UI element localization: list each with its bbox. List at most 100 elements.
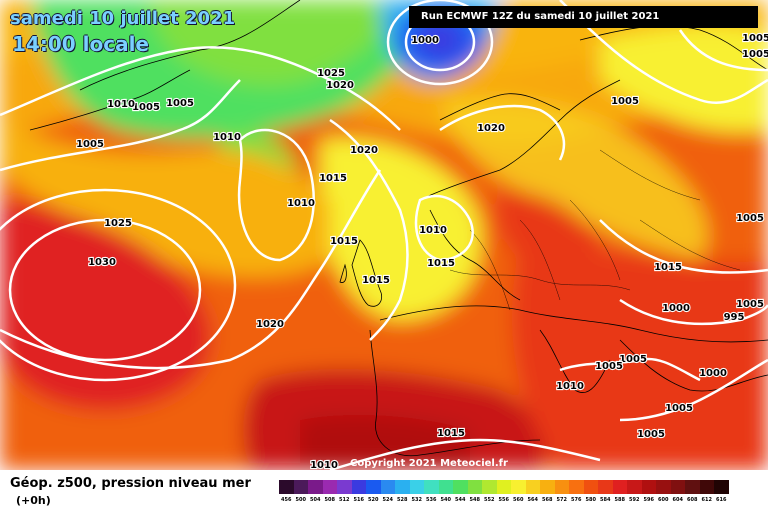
scale-label: 556 (498, 497, 509, 503)
scale-label: 508 (324, 497, 335, 503)
scale-swatch (641, 480, 656, 494)
scale-swatch (293, 480, 308, 494)
isobar-label: 1025 (104, 218, 132, 229)
isobar-label: 1005 (742, 33, 768, 44)
isobar-label: 1010 (556, 381, 584, 392)
isobar-lines (0, 0, 768, 470)
scale-swatch (279, 480, 294, 494)
isobar-label: 1005 (736, 213, 764, 224)
scale-label: 568 (542, 497, 553, 503)
scale-label: 576 (571, 497, 582, 503)
isobar-label: 1000 (662, 303, 690, 314)
scale-swatch (583, 480, 598, 494)
isobar-label: 1020 (477, 123, 505, 134)
borders (449, 149, 741, 311)
isobar-label: 1010 (419, 225, 447, 236)
isobar-label: 1005 (611, 96, 639, 107)
scale-swatch (351, 480, 366, 494)
map-date-title: samedi 10 juillet 2021 (10, 8, 236, 29)
isobar-label: 1005 (132, 102, 160, 113)
isobar-label: 1005 (665, 403, 693, 414)
isobar-label: 1020 (326, 80, 354, 91)
isobar-label: 1015 (437, 428, 465, 439)
scale-swatch (685, 480, 700, 494)
scale-label: 616 (716, 497, 727, 503)
legend-area: Géop. z500, pression niveau mer (+0h) 45… (0, 470, 768, 512)
run-info-banner: Run ECMWF 12Z du samedi 10 juillet 2021 (409, 6, 758, 28)
scale-swatch (380, 480, 395, 494)
scale-label: 528 (397, 497, 408, 503)
isobar-label: 1005 (619, 354, 647, 365)
isobar-label: 1030 (88, 257, 116, 268)
scale-swatch (525, 480, 540, 494)
scale-label: 536 (426, 497, 437, 503)
scale-label: 532 (411, 497, 422, 503)
color-scale (279, 480, 729, 494)
isobar-label: 1000 (699, 368, 727, 379)
isobar-label: 1005 (637, 429, 665, 440)
color-scale-labels: 456 500 504 508 512 516 520 524 528 532 536 540 544 5… (279, 497, 729, 503)
isobar-label: 1000 (411, 35, 439, 46)
isobar-label: 1010 (213, 132, 241, 143)
scale-swatch (395, 480, 410, 494)
scale-swatch (322, 480, 337, 494)
scale-label: 608 (687, 497, 698, 503)
scale-label: 552 (484, 497, 495, 503)
scale-label: 504 (310, 497, 321, 503)
scale-label: 564 (527, 497, 538, 503)
scale-swatch (699, 480, 714, 494)
scale-label: 524 (382, 497, 393, 503)
isobar-label: 1015 (427, 258, 455, 269)
scale-label: 548 (469, 497, 480, 503)
geopotential-field (0, 0, 768, 470)
scale-label: 584 (600, 497, 611, 503)
scale-label: 604 (672, 497, 683, 503)
scale-swatch (482, 480, 497, 494)
scale-swatch (438, 480, 453, 494)
isobar-label: 1010 (107, 99, 135, 110)
scale-swatch (511, 480, 526, 494)
scale-label: 612 (701, 497, 712, 503)
scale-swatch (569, 480, 584, 494)
isobar-label: 1025 (317, 68, 345, 79)
scale-label: 544 (455, 497, 466, 503)
isobar-label: 1005 (736, 299, 764, 310)
scale-swatch (424, 480, 439, 494)
scale-swatch (366, 480, 381, 494)
coastlines (29, 0, 768, 457)
isobar-label: 1005 (742, 49, 768, 60)
scale-swatch (308, 480, 323, 494)
isobar-label: 1015 (654, 262, 682, 273)
scale-swatch (612, 480, 627, 494)
isobar-label: 1005 (76, 139, 104, 150)
scale-label: 500 (295, 497, 306, 503)
isobar-label: 1015 (362, 275, 390, 286)
isobar-label: 1020 (350, 145, 378, 156)
scale-label: 560 (513, 497, 524, 503)
copyright-text: Copyright 2021 Meteociel.fr (350, 458, 508, 469)
scale-swatch (467, 480, 482, 494)
scale-label: 540 (440, 497, 451, 503)
scale-swatch (453, 480, 468, 494)
scale-swatch (656, 480, 671, 494)
scale-label: 456 (281, 497, 292, 503)
scale-swatch (496, 480, 511, 494)
isobar-label: 1005 (166, 98, 194, 109)
scale-swatch (714, 480, 729, 494)
isobar-label: 995 (724, 312, 745, 323)
scale-swatch (337, 480, 352, 494)
scale-swatch (627, 480, 642, 494)
scale-swatch (670, 480, 685, 494)
isobar-label: 1020 (256, 319, 284, 330)
scale-swatch (554, 480, 569, 494)
scale-swatch (540, 480, 555, 494)
scale-label: 588 (614, 497, 625, 503)
isobar-label: 1010 (287, 198, 315, 209)
lead-time: (+0h) (16, 494, 51, 507)
scale-label: 512 (339, 497, 350, 503)
scale-label: 580 (585, 497, 596, 503)
scale-label: 516 (353, 497, 364, 503)
map-time-title: 14:00 locale (12, 32, 149, 56)
